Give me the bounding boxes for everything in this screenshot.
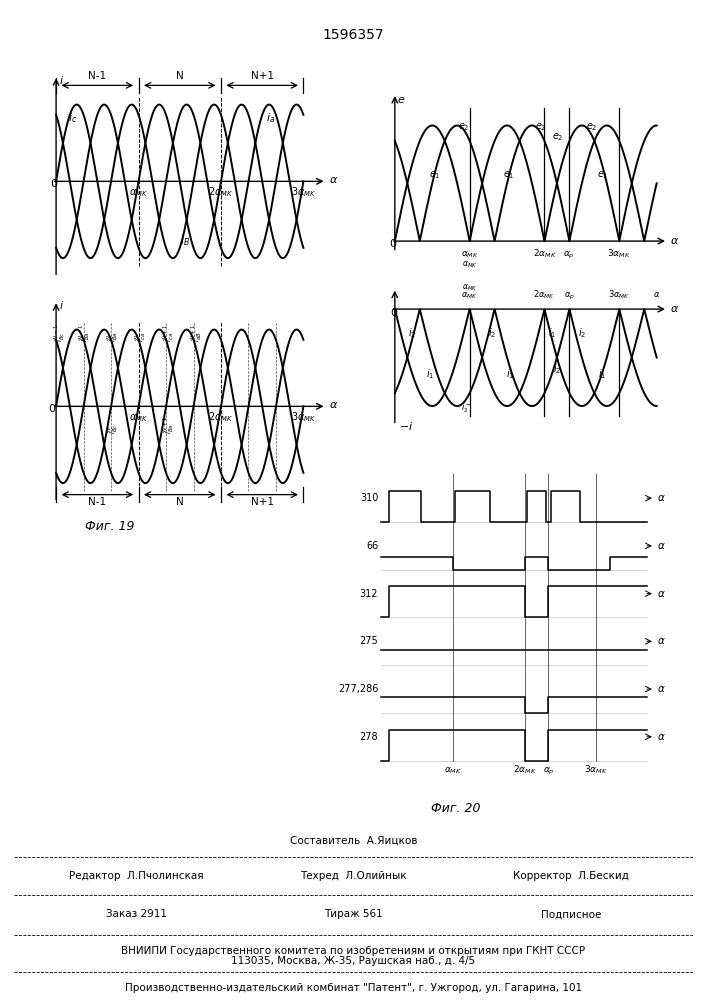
Text: Составитель  А.Яицков: Составитель А.Яицков [290, 836, 417, 846]
Text: N-1: N-1 [88, 71, 106, 81]
Text: $\alpha$: $\alpha$ [658, 541, 666, 551]
Text: 278: 278 [360, 732, 378, 742]
Text: N: N [176, 497, 184, 507]
Text: $i$: $i$ [59, 299, 64, 311]
Text: $i_a$: $i_a$ [267, 111, 276, 125]
Text: $\alpha_p$: $\alpha_p$ [542, 765, 554, 777]
Text: $\alpha_{MK}$: $\alpha_{MK}$ [462, 283, 477, 293]
Text: $\alpha_{MK}$: $\alpha_{MK}$ [461, 249, 479, 260]
Text: 275: 275 [360, 636, 378, 646]
Text: $i_1$: $i_1$ [506, 367, 514, 381]
Text: $\alpha_{MK}$: $\alpha_{MK}$ [461, 290, 478, 301]
Text: $e_2$: $e_2$ [535, 121, 547, 133]
Text: $i_2^-$: $i_2^-$ [461, 402, 471, 415]
Text: $i_2$: $i_2$ [554, 362, 561, 376]
Text: $e_1$: $e_1$ [428, 169, 440, 181]
Text: $\alpha$: $\alpha$ [329, 175, 338, 185]
Text: 277,286: 277,286 [338, 684, 378, 694]
Text: $i_c$: $i_c$ [69, 111, 78, 125]
Text: N-1: N-1 [88, 497, 106, 507]
Text: $i^{N-1}_{Bc}$: $i^{N-1}_{Bc}$ [52, 324, 67, 342]
Text: Производственно-издательский комбинат "Патент", г. Ужгород, ул. Гагарина, 101: Производственно-издательский комбинат "П… [125, 983, 582, 993]
Text: Техред  Л.Олийнык: Техред Л.Олийнык [300, 871, 407, 881]
Text: e: e [397, 95, 404, 105]
Text: Заказ 2911: Заказ 2911 [106, 909, 167, 919]
Text: $i^{N}_{ca}$: $i^{N}_{ca}$ [133, 332, 148, 342]
Text: 0: 0 [390, 239, 397, 249]
Text: 1596357: 1596357 [322, 28, 385, 42]
Text: $-i$: $-i$ [399, 420, 413, 432]
Text: $i_1$: $i_1$ [426, 367, 435, 381]
Text: Фиг. 19: Фиг. 19 [85, 520, 134, 533]
Text: $\alpha_p$: $\alpha_p$ [563, 291, 575, 302]
Text: $i_1$: $i_1$ [548, 326, 556, 340]
Text: $i^{N-1}_{Ba}$: $i^{N-1}_{Ba}$ [76, 324, 92, 342]
Text: $e_2$: $e_2$ [585, 121, 597, 133]
Text: $3\alpha_{MK}$: $3\alpha_{MK}$ [607, 247, 631, 260]
Text: $i^{N+1}_{Ba}$: $i^{N+1}_{Ba}$ [160, 416, 175, 434]
Text: $\alpha$: $\alpha$ [658, 684, 666, 694]
Text: $\alpha$: $\alpha$ [329, 400, 338, 410]
Text: $2\alpha_{MK}$: $2\alpha_{MK}$ [209, 185, 234, 199]
Text: $e_2$: $e_2$ [552, 131, 563, 143]
Text: $i$: $i$ [59, 74, 64, 86]
Text: $\alpha_p$: $\alpha_p$ [563, 250, 575, 261]
Text: 0: 0 [50, 179, 57, 189]
Text: N+1: N+1 [251, 71, 274, 81]
Text: $i^{N}_{Bc}$: $i^{N}_{Bc}$ [105, 423, 120, 434]
Text: Подписное: Подписное [541, 909, 601, 919]
Text: $\alpha$: $\alpha$ [670, 304, 679, 314]
Text: $3\alpha_{MK}$: $3\alpha_{MK}$ [585, 763, 608, 776]
Text: $3\alpha_{MK}$: $3\alpha_{MK}$ [291, 410, 316, 424]
Text: $2\alpha_{MK}$: $2\alpha_{MK}$ [533, 288, 556, 301]
Text: $\alpha$: $\alpha$ [658, 732, 666, 742]
Text: N+1: N+1 [251, 497, 274, 507]
Text: $3\alpha_{MK}$: $3\alpha_{MK}$ [291, 185, 316, 199]
Text: $i^{N}_{Ba}$: $i^{N}_{Ba}$ [105, 331, 120, 342]
Text: $\alpha_{MK}$: $\alpha_{MK}$ [444, 765, 462, 776]
Text: $2\alpha_{MK}$: $2\alpha_{MK}$ [209, 410, 234, 424]
Text: $2\alpha_{MK}$: $2\alpha_{MK}$ [532, 247, 556, 260]
Text: 66: 66 [366, 541, 378, 551]
Text: $\alpha$: $\alpha$ [658, 493, 666, 503]
Text: 310: 310 [360, 493, 378, 503]
Text: $i_B$: $i_B$ [180, 234, 189, 248]
Text: $i_2$: $i_2$ [409, 326, 416, 340]
Text: 312: 312 [360, 589, 378, 599]
Text: $i^{N+1}_{aB}$: $i^{N+1}_{aB}$ [189, 324, 204, 342]
Text: Тираж 561: Тираж 561 [324, 909, 383, 919]
Text: $\alpha_{MK}$: $\alpha_{MK}$ [129, 187, 148, 199]
Text: $\alpha$: $\alpha$ [658, 636, 666, 646]
Text: Редактор  Л.Пчолинская: Редактор Л.Пчолинская [69, 871, 204, 881]
Text: $\alpha$: $\alpha$ [658, 589, 666, 599]
Text: N: N [176, 71, 184, 81]
Text: $i_1$: $i_1$ [598, 367, 607, 381]
Text: $3\alpha_{MK}$: $3\alpha_{MK}$ [608, 288, 631, 301]
Text: 113035, Москва, Ж-35, Раушская наб., д. 4/5: 113035, Москва, Ж-35, Раушская наб., д. … [231, 956, 476, 966]
Text: $i_2$: $i_2$ [578, 326, 586, 340]
Text: $i_2$: $i_2$ [489, 326, 496, 340]
Text: $e_2$: $e_2$ [458, 121, 470, 133]
Text: $e_1$: $e_1$ [503, 169, 515, 181]
Text: $\alpha$: $\alpha$ [670, 236, 679, 246]
Text: $i^{N+1}_{ca}$: $i^{N+1}_{ca}$ [160, 324, 175, 342]
Text: 0: 0 [390, 308, 397, 318]
Text: $2\alpha_{MK}$: $2\alpha_{MK}$ [513, 763, 537, 776]
Text: ВНИИПИ Государственного комитета по изобретениям и открытиям при ГКНТ СССР: ВНИИПИ Государственного комитета по изоб… [122, 946, 585, 956]
Text: Фиг. 20: Фиг. 20 [431, 802, 481, 815]
Text: 0': 0' [48, 404, 58, 414]
Text: $\alpha_{MK}$: $\alpha_{MK}$ [129, 412, 148, 424]
Text: Корректор  Л.Бескид: Корректор Л.Бескид [513, 871, 629, 881]
Text: $\alpha$: $\alpha$ [653, 290, 660, 299]
Text: $e_1$: $e_1$ [597, 169, 609, 181]
Text: $\alpha_{MK}$: $\alpha_{MK}$ [462, 260, 477, 270]
